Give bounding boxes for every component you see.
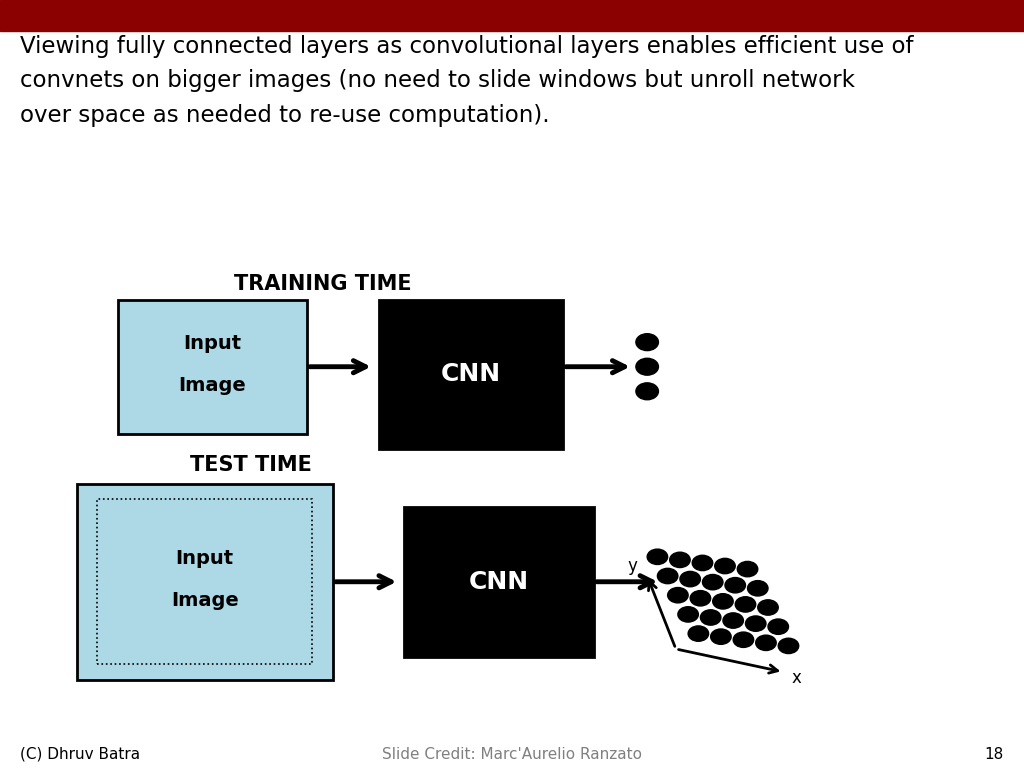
Circle shape bbox=[670, 552, 690, 568]
Circle shape bbox=[745, 616, 766, 631]
Circle shape bbox=[711, 629, 731, 644]
Circle shape bbox=[713, 594, 733, 609]
Circle shape bbox=[678, 607, 698, 622]
Circle shape bbox=[680, 571, 700, 587]
Text: (C) Dhruv Batra: (C) Dhruv Batra bbox=[20, 746, 140, 762]
Circle shape bbox=[768, 619, 788, 634]
Circle shape bbox=[690, 591, 711, 606]
Circle shape bbox=[636, 334, 658, 351]
Circle shape bbox=[668, 588, 688, 603]
Text: Image: Image bbox=[178, 376, 247, 396]
Circle shape bbox=[688, 626, 709, 641]
Bar bbox=[0, 0, 1024, 31]
Circle shape bbox=[692, 555, 713, 571]
Circle shape bbox=[700, 610, 721, 625]
Text: Viewing fully connected layers as convolutional layers enables efficient use of
: Viewing fully connected layers as convol… bbox=[20, 35, 914, 127]
Bar bbox=[404, 507, 594, 657]
Circle shape bbox=[647, 549, 668, 564]
Circle shape bbox=[737, 561, 758, 577]
Text: x: x bbox=[792, 669, 802, 687]
Text: Slide Credit: Marc'Aurelio Ranzato: Slide Credit: Marc'Aurelio Ranzato bbox=[382, 746, 642, 762]
Text: 18: 18 bbox=[984, 746, 1004, 762]
Text: CNN: CNN bbox=[441, 362, 501, 386]
Text: Input: Input bbox=[183, 334, 242, 353]
Circle shape bbox=[735, 597, 756, 612]
Text: Image: Image bbox=[171, 591, 239, 611]
Circle shape bbox=[778, 638, 799, 654]
Circle shape bbox=[657, 568, 678, 584]
Bar bbox=[118, 300, 307, 434]
Circle shape bbox=[715, 558, 735, 574]
Text: Input: Input bbox=[176, 549, 233, 568]
Text: CNN: CNN bbox=[469, 570, 529, 594]
Circle shape bbox=[733, 632, 754, 647]
Circle shape bbox=[636, 359, 658, 376]
Bar bbox=[379, 300, 563, 449]
Text: TRAINING TIME: TRAINING TIME bbox=[233, 274, 412, 294]
Circle shape bbox=[748, 581, 768, 596]
Circle shape bbox=[723, 613, 743, 628]
Circle shape bbox=[636, 383, 658, 400]
Text: y: y bbox=[628, 557, 638, 575]
Circle shape bbox=[702, 574, 723, 590]
Bar bbox=[77, 484, 333, 680]
Text: TEST TIME: TEST TIME bbox=[189, 455, 312, 475]
Bar bbox=[97, 499, 312, 664]
Circle shape bbox=[725, 578, 745, 593]
Circle shape bbox=[756, 635, 776, 650]
Circle shape bbox=[758, 600, 778, 615]
